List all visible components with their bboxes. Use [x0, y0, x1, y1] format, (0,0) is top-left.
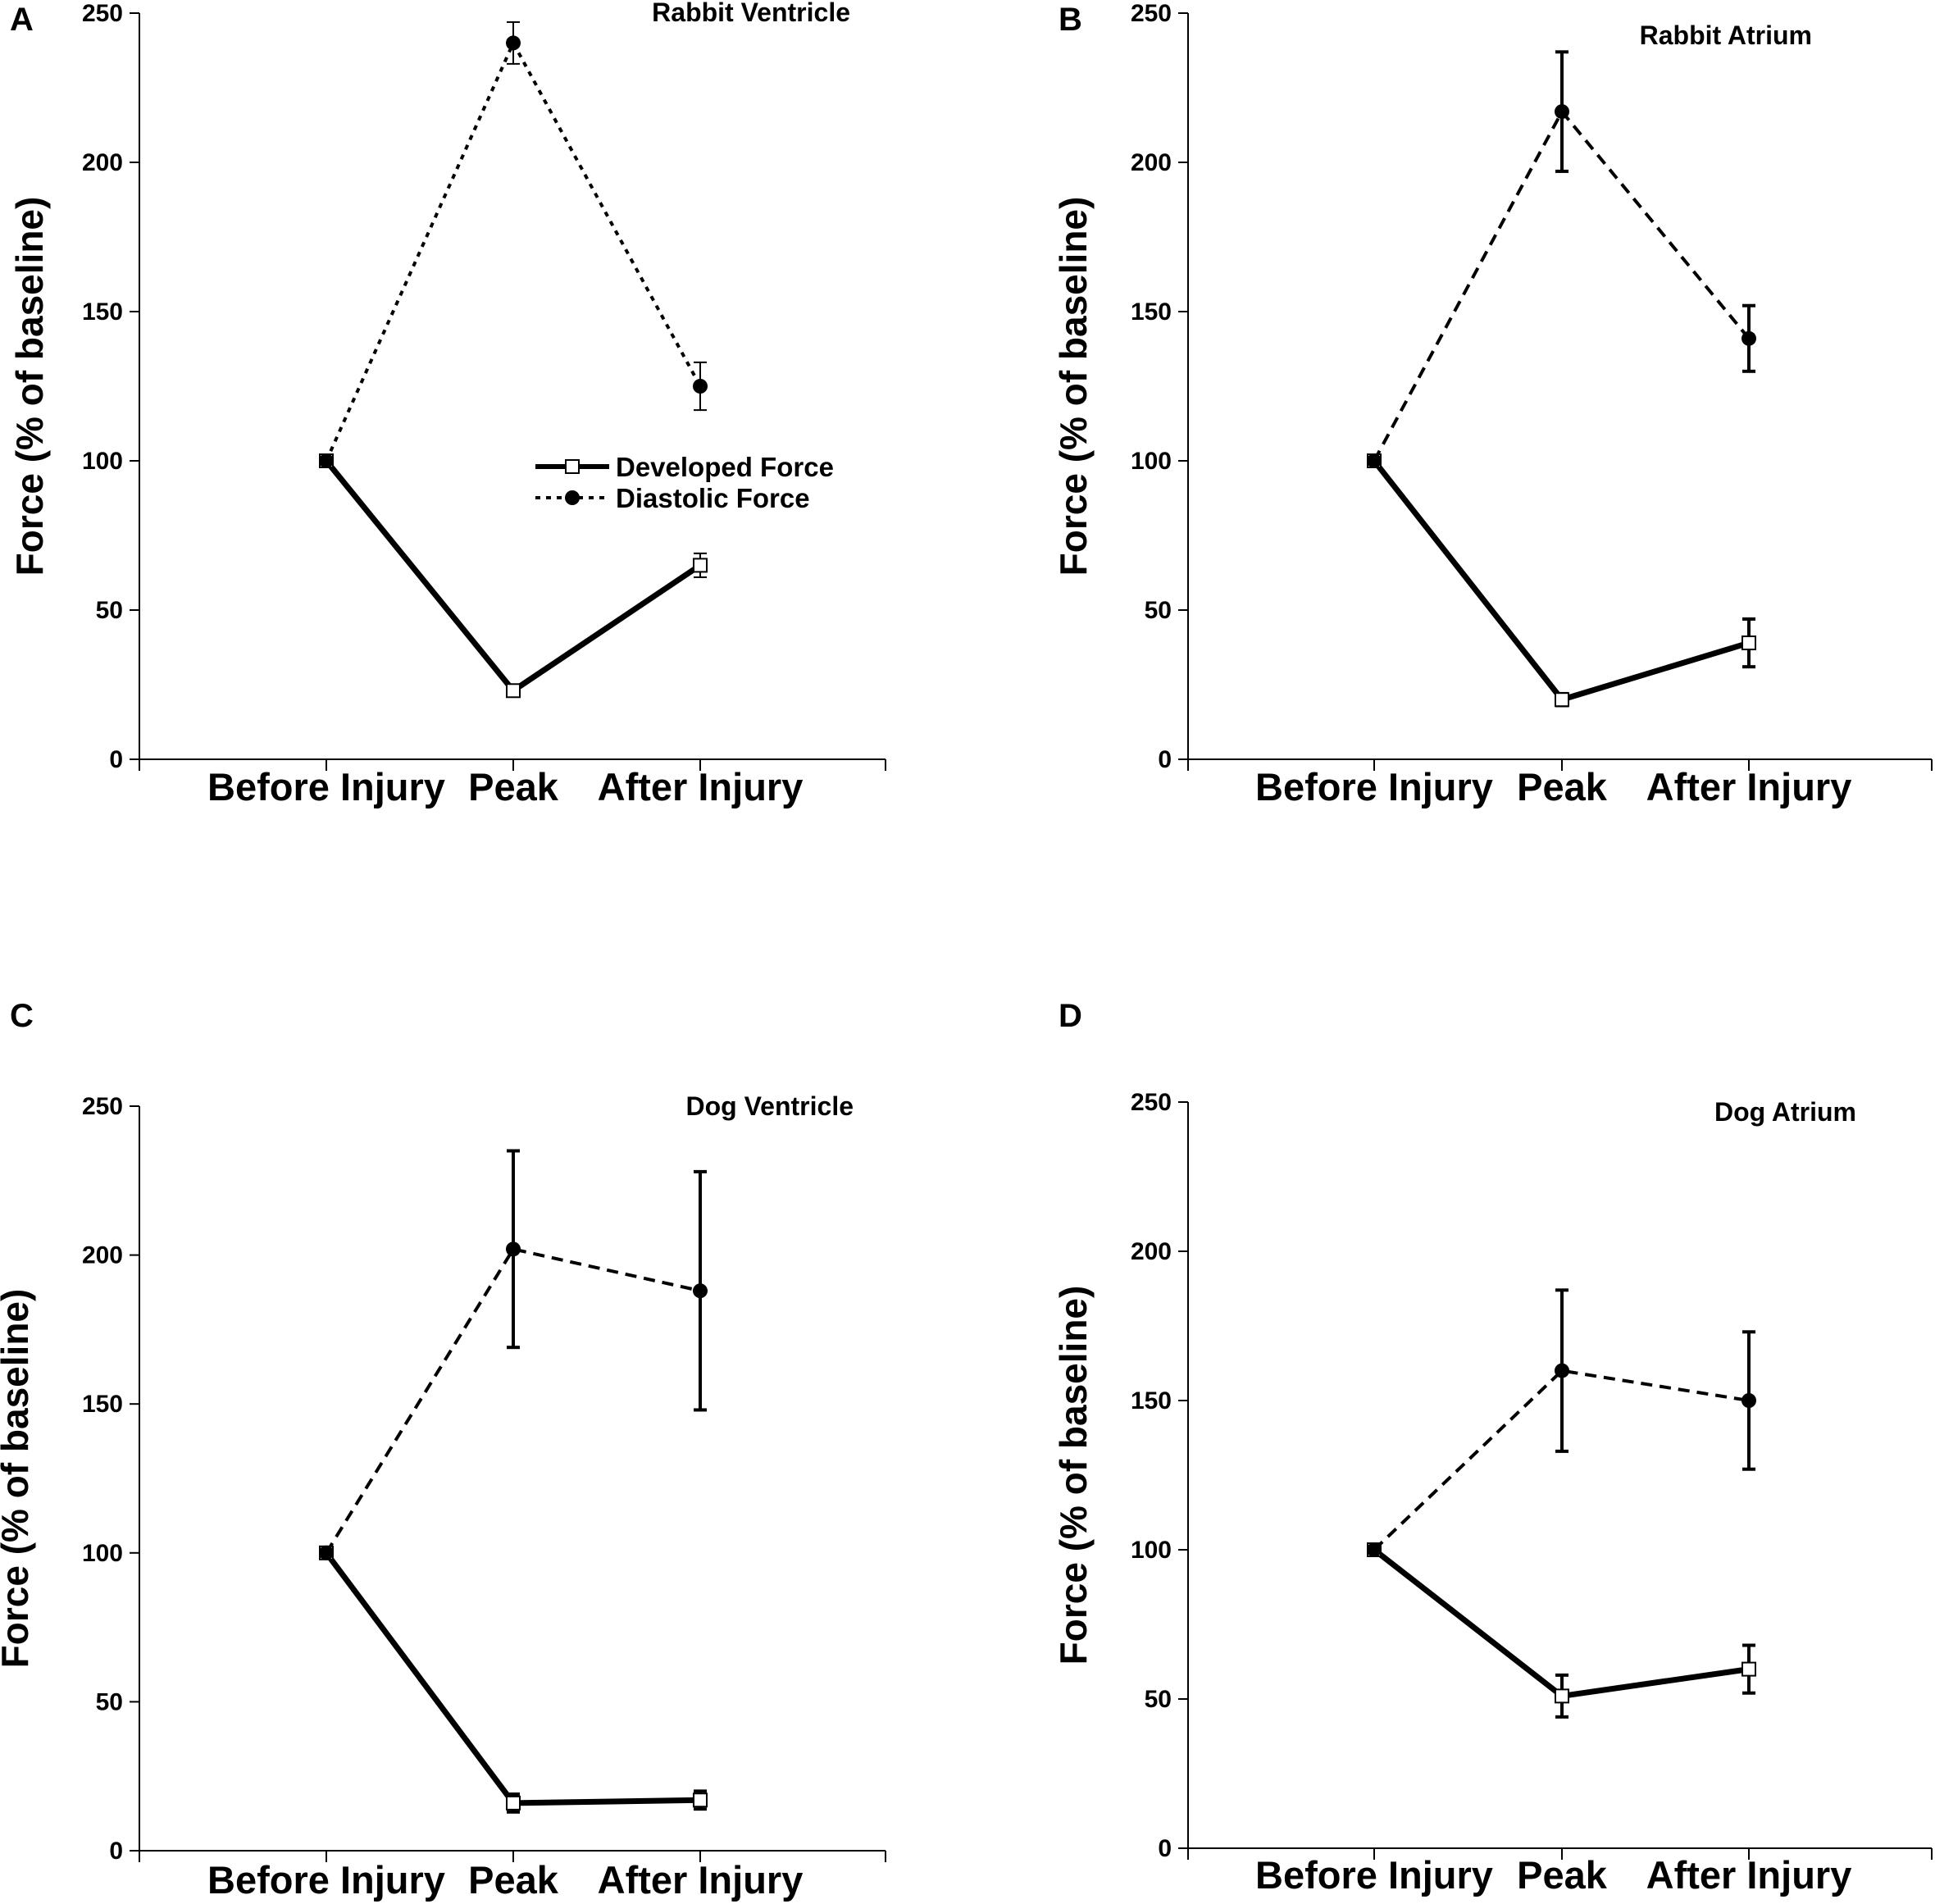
y-tick-label: 150	[1131, 298, 1172, 326]
data-point-diastolic	[319, 1545, 334, 1560]
chart-panel-a: A Rabbit Ventricle 0 50 100 150 200 250 Before I…	[8, 0, 886, 809]
y-tick-label: 100	[82, 1540, 123, 1567]
y-tick-label: 100	[1131, 448, 1172, 475]
panel-letter: B	[1059, 2, 1082, 38]
x-tick-label: Peak	[1517, 1853, 1608, 1897]
chart-panel-c: C Dog Ventricle 0 50 100 150 200 250 Before Inju…	[0, 998, 886, 1902]
y-tick-label: 200	[82, 1242, 123, 1269]
data-point-diastolic	[1555, 1363, 1569, 1378]
legend-marker-diastolic	[565, 490, 580, 505]
panel-letter: C	[10, 998, 34, 1034]
legend-label: Diastolic Force	[616, 483, 810, 513]
x-tick-label: Before Injury	[207, 1858, 445, 1902]
data-point-diastolic	[506, 35, 521, 51]
x-tick-label: Before Injury	[1255, 765, 1493, 809]
y-tick-label: 50	[96, 1688, 123, 1715]
x-tick-label: Peak	[1517, 765, 1608, 809]
y-tick-label: 200	[1131, 1238, 1172, 1265]
y-tick-label: 150	[82, 298, 123, 326]
data-point-developed	[1555, 1688, 1569, 1704]
y-axis-label: Force (% of baseline)	[0, 1289, 36, 1669]
x-tick-label: After Injury	[1646, 1853, 1852, 1897]
data-point-diastolic	[1555, 104, 1569, 120]
data-point-developed	[506, 1795, 521, 1811]
data-point-diastolic	[1742, 1393, 1756, 1408]
y-tick-label: 200	[82, 149, 123, 176]
data-point-developed	[506, 683, 521, 699]
x-tick-label: Peak	[468, 765, 559, 809]
x-tick-label: Before Injury	[207, 765, 445, 809]
y-tick-label: 200	[1131, 149, 1172, 176]
data-point-developed	[1742, 635, 1756, 651]
y-tick-label: 250	[82, 1093, 123, 1120]
y-tick-label: 100	[82, 448, 123, 475]
data-point-diastolic	[506, 1241, 521, 1257]
y-axis-label: Force (% of baseline)	[1052, 1286, 1095, 1665]
series-line-diastolic	[325, 39, 702, 462]
legend-label: Developed Force	[616, 452, 834, 482]
y-tick-label: 0	[1158, 746, 1172, 773]
series-line-diastolic	[1373, 1369, 1750, 1551]
y-tick-label: 0	[109, 1838, 123, 1865]
y-tick-label: 250	[1131, 1089, 1172, 1116]
chart-title: Rabbit Ventricle	[652, 0, 850, 27]
series-line-diastolic	[325, 1247, 701, 1554]
y-tick-label: 250	[82, 0, 123, 27]
data-point-developed	[693, 1792, 708, 1808]
x-tick-label: After Injury	[598, 1858, 804, 1902]
series-line-developed	[1372, 458, 1751, 704]
data-point-developed	[693, 558, 708, 573]
chart-title: Rabbit Atrium	[1640, 20, 1812, 50]
data-point-diastolic	[693, 379, 708, 394]
x-tick-label: After Injury	[1646, 765, 1852, 809]
y-tick-label: 0	[1158, 1835, 1172, 1862]
legend-marker-developed	[565, 459, 580, 474]
y-tick-label: 150	[1131, 1387, 1172, 1414]
data-point-developed	[1742, 1661, 1756, 1677]
data-point-diastolic	[319, 453, 334, 468]
x-tick-label: Peak	[468, 1858, 559, 1902]
y-tick-label: 50	[96, 597, 123, 624]
data-point-diastolic	[1367, 1542, 1382, 1557]
data-point-diastolic	[1742, 330, 1756, 346]
y-tick-label: 50	[1145, 1686, 1172, 1713]
y-tick-label: 250	[1131, 0, 1172, 27]
chart-title: Dog Atrium	[1714, 1097, 1856, 1127]
x-tick-label: Before Injury	[1255, 1853, 1493, 1897]
chart-panel-b: B Rabbit Atrium 0 50 100 150 200 250 Before Inju…	[1052, 0, 1933, 809]
data-point-developed	[1555, 692, 1569, 708]
y-tick-label: 100	[1131, 1537, 1172, 1564]
series-line-developed	[324, 1551, 701, 1806]
panel-letter: A	[10, 2, 34, 38]
chart-title: Dog Ventricle	[686, 1091, 854, 1121]
data-point-diastolic	[693, 1283, 708, 1299]
data-point-diastolic	[1367, 453, 1382, 468]
y-tick-label: 0	[109, 746, 123, 773]
y-axis-label: Force (% of baseline)	[1052, 197, 1095, 576]
x-tick-label: After Injury	[598, 765, 804, 809]
panel-letter: D	[1059, 998, 1082, 1034]
y-tick-label: 150	[82, 1391, 123, 1418]
chart-panel-d: D Dog Atrium 0 50 100 150 200 250 Before Injury P…	[1052, 998, 1933, 1897]
y-tick-label: 50	[1145, 597, 1172, 624]
y-axis-label: Force (% of baseline)	[8, 197, 51, 576]
